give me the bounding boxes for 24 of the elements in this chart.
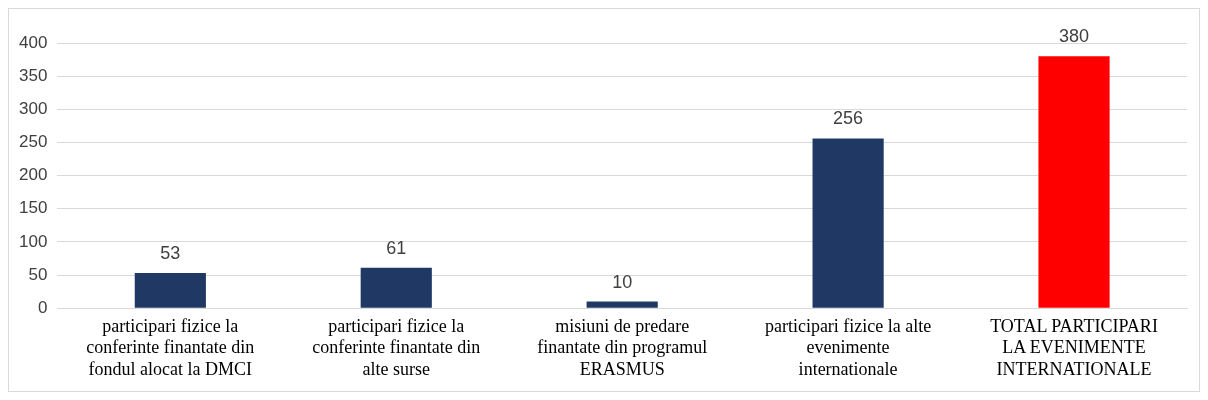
x-tick-label: misiuni de predare finantate din programul ERASMUS	[537, 315, 708, 379]
y-tick-label: 350	[18, 65, 48, 85]
x-tick-label: TOTAL PARTICIPARI LA EVENIMENTE INTERNATIONALE	[990, 315, 1158, 379]
bar	[812, 138, 884, 308]
data-label: 61	[386, 237, 407, 258]
bar	[134, 273, 206, 308]
x-tick-label: participari fizice la alte evenimente internationale	[764, 315, 932, 379]
y-tick-label: 400	[18, 32, 48, 52]
y-tick-label: 100	[18, 231, 48, 251]
x-tick-label: participari fizice la conferinte finantate din alte surse	[312, 315, 481, 379]
x-tick-label: participari fizice la conferinte finantate din fondul alocat la DMCI	[86, 315, 255, 379]
y-tick-label: 250	[18, 132, 48, 152]
y-tick-label: 50	[28, 264, 48, 284]
bar	[586, 301, 658, 308]
y-tick-label: 0	[37, 297, 48, 317]
data-label: 256	[833, 108, 864, 129]
bar	[1038, 56, 1110, 308]
data-label: 10	[612, 271, 633, 292]
bar	[360, 267, 432, 308]
y-tick-label: 200	[18, 165, 48, 185]
data-label: 380	[1059, 26, 1090, 47]
data-label: 53	[160, 243, 181, 264]
y-tick-label: 150	[18, 198, 48, 218]
y-tick-label: 300	[18, 98, 48, 118]
